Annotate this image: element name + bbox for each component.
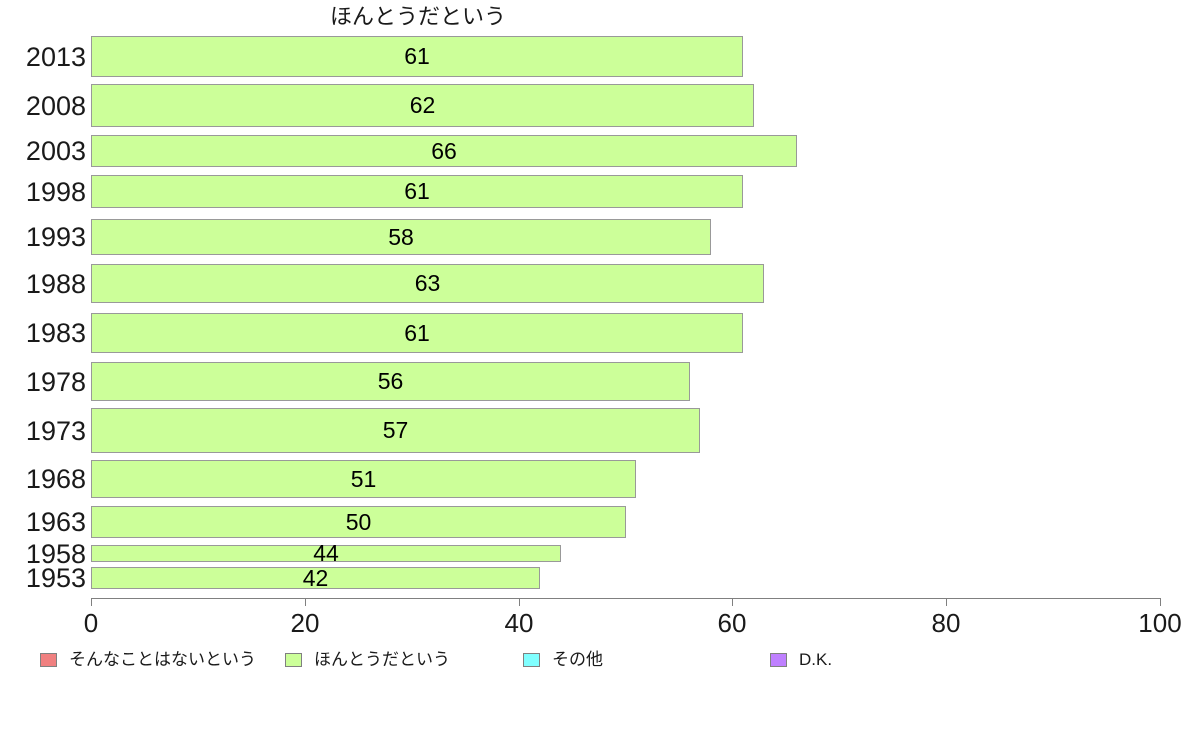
legend-label: ほんとうだという: [314, 650, 450, 669]
bar-value-label: 44: [313, 540, 339, 566]
bar-2008: 62: [91, 84, 754, 127]
category-label-1968: 1968: [25, 464, 86, 494]
bar-1963: 50: [91, 506, 626, 538]
x-axis-tick-label-100: 100: [1138, 608, 1182, 638]
category-label-1993: 1993: [25, 222, 86, 252]
legend-item-1: ほんとうだという: [285, 650, 450, 670]
category-label-2008: 2008: [25, 91, 86, 121]
bar-value-label: 51: [350, 465, 377, 492]
legend-swatch-icon: [770, 653, 787, 667]
bar-value-label: 56: [377, 368, 404, 394]
bar-1968: 51: [91, 460, 636, 498]
legend-item-3: D.K.: [770, 650, 832, 670]
bar-1988: 63: [91, 264, 764, 303]
bar-value-label: 58: [388, 223, 414, 250]
bar-2013: 61: [91, 36, 743, 77]
bar-1998: 61: [91, 175, 743, 208]
bar-1978: 56: [91, 362, 690, 401]
bar-1993: 58: [91, 219, 711, 255]
x-axis-tick-40: [519, 598, 520, 606]
bar-value-label: 61: [404, 319, 430, 346]
x-axis-tick-label-0: 0: [83, 608, 99, 638]
category-label-1958: 1958: [25, 539, 86, 569]
legend-swatch-icon: [40, 653, 57, 667]
category-label-1963: 1963: [25, 507, 86, 537]
category-label-1998: 1998: [25, 177, 86, 207]
x-axis-line: [91, 598, 1160, 599]
legend-label: D.K.: [799, 650, 833, 669]
x-axis-tick-label-40: 40: [504, 608, 534, 638]
bar-1973: 57: [91, 408, 700, 453]
category-label-1973: 1973: [25, 416, 86, 446]
x-axis-tick-60: [732, 598, 733, 606]
bar-1953: 42: [91, 564, 540, 591]
bar-value-label: 62: [409, 92, 436, 118]
legend-label: そんなことはないという: [69, 650, 256, 669]
x-axis-tick-0: [91, 598, 92, 606]
category-label-1988: 1988: [25, 269, 86, 299]
category-label-1983: 1983: [25, 318, 86, 348]
category-label-1953: 1953: [25, 563, 86, 593]
category-label-1978: 1978: [25, 367, 86, 397]
x-axis-tick-20: [305, 598, 306, 606]
bar-2003: 66: [91, 135, 797, 167]
legend-item-0: そんなことはないという: [40, 650, 256, 670]
x-axis-tick-80: [946, 598, 947, 606]
category-label-2003: 2003: [25, 136, 86, 166]
bar-value-label: 63: [414, 270, 441, 296]
legend-label: その他: [552, 650, 603, 669]
bar-1983: 61: [91, 313, 743, 353]
bar-1958: 44: [91, 540, 561, 566]
legend-swatch-icon: [523, 653, 540, 667]
bar-value-label: 61: [404, 178, 430, 204]
x-axis-tick-label-60: 60: [717, 608, 747, 638]
bar-value-label: 57: [382, 417, 409, 443]
chart-title: ほんとうだという: [329, 4, 507, 29]
bar-value-label: 50: [345, 508, 372, 535]
x-axis-tick-label-20: 20: [290, 608, 320, 638]
x-axis-tick-label-80: 80: [931, 608, 961, 638]
x-axis-tick-100: [1160, 598, 1161, 606]
category-label-2013: 2013: [25, 42, 86, 72]
bar-value-label: 66: [431, 137, 457, 164]
bar-value-label: 42: [302, 564, 329, 591]
bar-value-label: 61: [404, 43, 430, 69]
legend-swatch-icon: [285, 653, 302, 667]
legend-item-2: その他: [523, 650, 603, 670]
